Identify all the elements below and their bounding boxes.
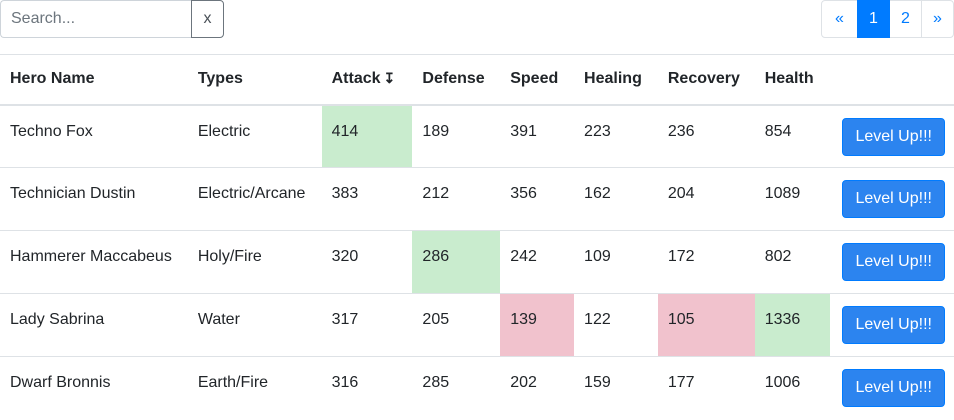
header-healing[interactable]: Healing <box>574 54 658 106</box>
cell-healing: 162 <box>574 167 658 231</box>
search-input[interactable] <box>0 0 191 38</box>
header-speed[interactable]: Speed <box>500 54 575 106</box>
cell-healing: 109 <box>574 230 658 294</box>
level-up-button[interactable]: Level Up!!! <box>842 369 945 407</box>
cell-health: 1006 <box>754 356 831 420</box>
cell-recovery: 177 <box>657 356 755 420</box>
cell-healing: 223 <box>574 104 658 168</box>
cell-hero-name: Lady Sabrina <box>0 293 188 357</box>
cell-health: 1089 <box>754 167 831 231</box>
cell-defense: 285 <box>412 356 501 420</box>
cell-attack: 383 <box>321 167 413 231</box>
cell-action: Level Up!!! <box>830 230 954 294</box>
cell-speed: 242 <box>500 230 575 294</box>
cell-healing: 122 <box>574 293 658 357</box>
cell-speed: 391 <box>500 104 575 168</box>
cell-health: 854 <box>754 104 831 168</box>
cell-types: Water <box>187 293 322 357</box>
cell-hero-name: Techno Fox <box>0 104 188 168</box>
cell-healing: 159 <box>574 356 658 420</box>
cell-recovery: 105 <box>657 293 755 357</box>
cell-recovery: 236 <box>657 104 755 168</box>
table-row: Techno Fox Electric 414 189 391 223 236 … <box>0 104 954 168</box>
cell-health: 1336 <box>754 293 831 357</box>
table-header-row: Hero Name Types Attack ↧ Defense Speed He… <box>0 54 954 106</box>
cell-speed: 356 <box>500 167 575 231</box>
header-recovery[interactable]: Recovery <box>657 54 755 106</box>
pagination-page-1[interactable]: 1 <box>857 0 890 38</box>
cell-types: Holy/Fire <box>187 230 322 294</box>
header-actions <box>830 54 954 106</box>
cell-recovery: 204 <box>657 167 755 231</box>
cell-types: Electric/Arcane <box>187 167 322 231</box>
pagination: « 1 2 » <box>821 0 954 38</box>
cell-action: Level Up!!! <box>830 104 954 168</box>
level-up-button[interactable]: Level Up!!! <box>842 180 945 218</box>
cell-action: Level Up!!! <box>830 356 954 420</box>
cell-hero-name: Hammerer Maccabeus <box>0 230 188 294</box>
hero-table: Hero Name Types Attack ↧ Defense Speed He… <box>0 54 954 420</box>
level-up-button[interactable]: Level Up!!! <box>842 117 945 156</box>
cell-action: Level Up!!! <box>830 293 954 357</box>
cell-speed: 139 <box>500 293 575 357</box>
cell-attack: 320 <box>321 230 413 294</box>
header-attack[interactable]: Attack ↧ <box>321 54 413 106</box>
cell-speed: 202 <box>500 356 575 420</box>
header-types[interactable]: Types <box>187 54 322 106</box>
pagination-next[interactable]: » <box>921 0 954 38</box>
clear-search-button[interactable]: x <box>191 0 224 38</box>
cell-hero-name: Technician Dustin <box>0 167 188 231</box>
cell-defense: 212 <box>412 167 501 231</box>
search-group: x <box>0 0 224 38</box>
cell-attack: 414 <box>321 104 413 168</box>
table-row: Hammerer Maccabeus Holy/Fire 320 286 242… <box>0 230 954 294</box>
cell-types: Electric <box>187 104 322 168</box>
cell-defense: 205 <box>412 293 501 357</box>
header-defense[interactable]: Defense <box>412 54 501 106</box>
cell-recovery: 172 <box>657 230 755 294</box>
level-up-button[interactable]: Level Up!!! <box>842 306 945 344</box>
table-row: Lady Sabrina Water 317 205 139 122 105 1… <box>0 293 954 357</box>
cell-action: Level Up!!! <box>830 167 954 231</box>
cell-types: Earth/Fire <box>187 356 322 420</box>
table-row: Dwarf Bronnis Earth/Fire 316 285 202 159… <box>0 356 954 420</box>
cell-health: 802 <box>754 230 831 294</box>
cell-hero-name: Dwarf Bronnis <box>0 356 188 420</box>
cell-defense: 286 <box>412 230 501 294</box>
header-attack-label: Attack <box>331 70 381 88</box>
sort-descending-icon: ↧ <box>383 70 396 87</box>
cell-attack: 317 <box>321 293 413 357</box>
cell-defense: 189 <box>412 104 501 168</box>
table-row: Technician Dustin Electric/Arcane 383 21… <box>0 167 954 231</box>
pagination-page-2[interactable]: 2 <box>889 0 922 38</box>
header-hero-name[interactable]: Hero Name <box>0 54 188 106</box>
pagination-prev[interactable]: « <box>821 0 858 38</box>
header-health[interactable]: Health <box>754 54 831 106</box>
level-up-button[interactable]: Level Up!!! <box>842 243 945 281</box>
cell-attack: 316 <box>321 356 413 420</box>
